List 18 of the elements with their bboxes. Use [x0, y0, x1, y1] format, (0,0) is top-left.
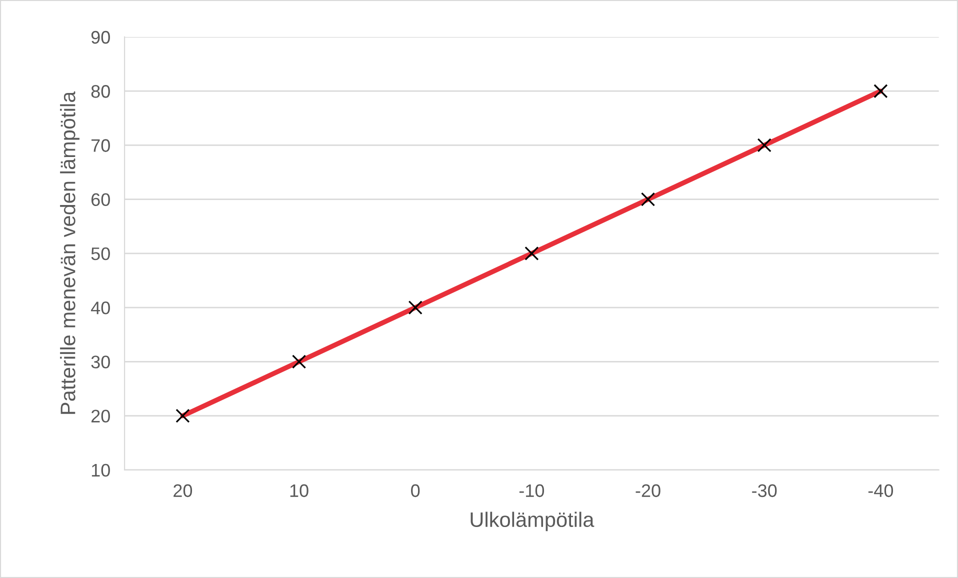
y-tick-label: 90 — [91, 30, 110, 44]
y-tick-label: 40 — [90, 302, 110, 314]
y-tick-label: 70 — [91, 139, 110, 152]
x-tick-label: -30 — [752, 484, 777, 498]
x-tick-label: 0 — [411, 484, 420, 498]
y-tick-label: 20 — [91, 410, 110, 423]
x-tick-label: 10 — [290, 484, 308, 498]
x-tick-label: 20 — [174, 484, 192, 498]
y-tick-label: 10 — [92, 464, 110, 477]
x-tick-label: -40 — [868, 484, 894, 498]
y-axis-title: Patterille menevän veden lämpötila — [60, 91, 80, 414]
x-tick-label: -20 — [636, 484, 660, 498]
y-tick-label: 80 — [91, 85, 110, 98]
y-tick-label: 60 — [91, 193, 110, 206]
x-axis-title: Ulkolämpötila — [470, 512, 594, 532]
y-tick-label: 30 — [91, 356, 110, 368]
y-tick-label: 50 — [91, 247, 110, 260]
x-tick-label: -10 — [519, 484, 544, 498]
